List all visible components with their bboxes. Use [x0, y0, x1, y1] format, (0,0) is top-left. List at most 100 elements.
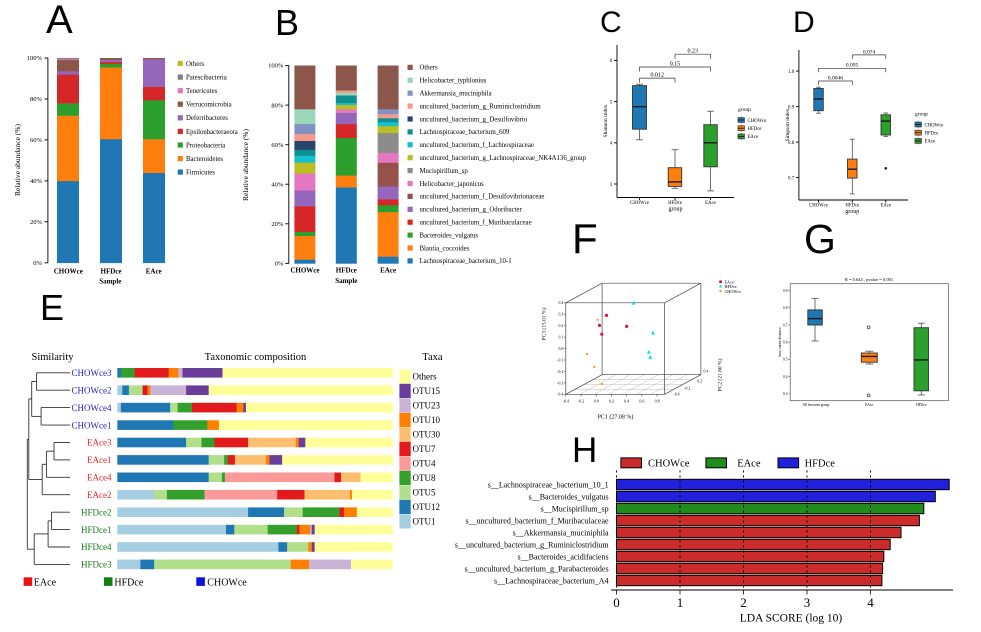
svg-text:EAce4: EAce4 [87, 473, 112, 483]
svg-text:Bacteroides_vulgatus: Bacteroides_vulgatus [420, 232, 479, 239]
svg-text:EAce3: EAce3 [87, 438, 112, 448]
svg-text:HFDce2: HFDce2 [81, 507, 112, 517]
svg-text:EAce2: EAce2 [87, 490, 112, 500]
svg-text:20%: 20% [271, 221, 284, 228]
svg-text:Blautia_coccoides: Blautia_coccoides [420, 245, 470, 252]
svg-text:group: group [738, 107, 751, 113]
svg-text:Patescibacteria: Patescibacteria [186, 75, 227, 82]
svg-text:EAce: EAce [34, 577, 57, 588]
svg-text:0.3: 0.3 [559, 313, 564, 317]
svg-text:0.8: 0.8 [783, 306, 788, 310]
svg-text:40%: 40% [271, 181, 284, 188]
svg-text:5: 5 [610, 100, 613, 105]
svg-text:uncultured_bacterium_g_Ruminic: uncultured_bacterium_g_Ruminiclostridium [420, 103, 542, 110]
svg-text:OTU1: OTU1 [413, 517, 436, 527]
svg-text:CHOWce3: CHOWce3 [72, 368, 112, 378]
svg-text:OTU7: OTU7 [413, 444, 436, 454]
svg-text:20%: 20% [30, 219, 43, 226]
svg-text:HFDce: HFDce [336, 267, 357, 275]
svg-text:OTU4: OTU4 [413, 459, 436, 469]
svg-text:0.4: 0.4 [559, 301, 564, 305]
svg-text:Simpson index: Simpson index [785, 108, 791, 141]
svg-text:3: 3 [610, 183, 613, 188]
svg-text:Shannon index: Shannon index [603, 104, 609, 137]
svg-text:60%: 60% [271, 142, 284, 149]
svg-text:0.012: 0.012 [650, 73, 664, 79]
svg-text:0.7: 0.7 [783, 323, 788, 327]
svg-text:uncultured_bacterium_f_Muribac: uncultured_bacterium_f_Muribaculaceae [420, 220, 532, 227]
svg-text:CHOWce: CHOWce [648, 459, 690, 470]
svg-text:0.0: 0.0 [559, 347, 564, 351]
svg-text:R = 0.644 , pvalue = 0.001: R = 0.644 , pvalue = 0.001 [845, 277, 893, 283]
svg-text:HFDce: HFDce [748, 127, 762, 132]
svg-text:s__Lachnospiraceae_bacterium_A: s__Lachnospiraceae_bacterium_A4 [494, 577, 609, 586]
svg-text:Deferribacteres: Deferribacteres [186, 115, 228, 122]
svg-text:s__Mucispirillum_sp: s__Mucispirillum_sp [541, 505, 609, 514]
svg-text:4: 4 [867, 595, 874, 610]
svg-text:OTU8: OTU8 [413, 473, 436, 483]
svg-text:s__Lachnospiraceae_bacterium_1: s__Lachnospiraceae_bacterium_10_1 [488, 481, 609, 490]
svg-text:uncultured_bacterium_g_Desulfo: uncultured_bacterium_g_Desulfovibrio [420, 116, 528, 123]
svg-text:HFDce1: HFDce1 [81, 525, 112, 535]
svg-text:HFDce: HFDce [925, 132, 939, 137]
svg-text:0.5: 0.5 [783, 358, 788, 362]
svg-text:Verrucomicrobia: Verrucomicrobia [186, 102, 232, 109]
svg-text:s__Bacteroides_vulgatus: s__Bacteroides_vulgatus [529, 493, 609, 502]
svg-text:HFDce: HFDce [114, 577, 143, 588]
svg-text:0.8: 0.8 [788, 141, 795, 146]
svg-text:-0.4: -0.4 [563, 398, 569, 403]
svg-text:-0.4: -0.4 [674, 392, 680, 396]
svg-text:EAce: EAce [705, 201, 716, 206]
svg-text:Similarity: Similarity [32, 352, 75, 363]
svg-text:EAce: EAce [925, 140, 936, 145]
svg-text:CHOWce: CHOWce [630, 201, 649, 206]
svg-text:-0.1: -0.1 [557, 358, 563, 362]
svg-text:0.0: 0.0 [594, 398, 599, 403]
svg-text:0%: 0% [275, 261, 284, 268]
svg-text:0%: 0% [33, 260, 42, 267]
svg-text:group: group [915, 112, 928, 118]
svg-text:G: G [804, 216, 836, 262]
svg-text:F: F [572, 215, 598, 262]
svg-text:2: 2 [740, 595, 747, 610]
svg-text:0.15: 0.15 [670, 61, 681, 67]
svg-text:Proteobacteria: Proteobacteria [186, 142, 225, 149]
svg-text:60%: 60% [30, 137, 43, 144]
svg-text:PC1 (27.08 %): PC1 (27.08 %) [598, 414, 634, 421]
svg-text:B: B [275, 2, 299, 43]
svg-text:CHOWce2: CHOWce2 [72, 385, 112, 395]
svg-text:CHOWce: CHOWce [290, 267, 319, 275]
svg-text:-0.2: -0.2 [578, 398, 584, 403]
svg-text:0.6: 0.6 [783, 341, 788, 345]
svg-text:group: group [845, 209, 859, 215]
svg-text:EAce: EAce [880, 204, 891, 209]
svg-text:100%: 100% [268, 63, 284, 70]
svg-text:CHOWce: CHOWce [748, 119, 767, 124]
svg-text:HFDce4: HFDce4 [81, 542, 112, 552]
svg-text:-0.2: -0.2 [684, 387, 690, 391]
svg-text:CHOWce: CHOWce [725, 289, 742, 294]
svg-text:HFDce3: HFDce3 [81, 560, 112, 570]
svg-text:HFDce: HFDce [916, 403, 927, 407]
svg-text:0.2: 0.2 [559, 324, 564, 328]
svg-text:0.2: 0.2 [609, 398, 614, 403]
svg-text:Akkermansia_muciniphila: Akkermansia_muciniphila [420, 91, 492, 98]
svg-text:All between group: All between group [803, 403, 830, 407]
svg-text:0.9: 0.9 [788, 105, 795, 110]
svg-text:CHOWce1: CHOWce1 [72, 420, 112, 430]
svg-text:40%: 40% [30, 178, 43, 185]
svg-text:Epsilonbacteraeota: Epsilonbacteraeota [186, 129, 238, 136]
svg-text:Relative abundance (%): Relative abundance (%) [13, 123, 22, 196]
svg-text:s__Akkermansia_muciniphila: s__Akkermansia_muciniphila [513, 529, 609, 538]
svg-text:0.3: 0.3 [783, 392, 788, 396]
svg-text:0.2: 0.2 [697, 380, 702, 384]
svg-text:0.6: 0.6 [639, 398, 644, 403]
svg-text:A: A [46, 0, 73, 42]
svg-text:EAce: EAce [146, 268, 162, 276]
svg-text:EAce: EAce [737, 459, 761, 470]
svg-text:EAce: EAce [725, 280, 734, 285]
svg-text:CHOWce4: CHOWce4 [72, 403, 112, 413]
svg-text:OTU15: OTU15 [413, 386, 441, 396]
svg-text:HFDce: HFDce [101, 268, 122, 276]
svg-text:Relative abundance (%): Relative abundance (%) [241, 128, 250, 201]
